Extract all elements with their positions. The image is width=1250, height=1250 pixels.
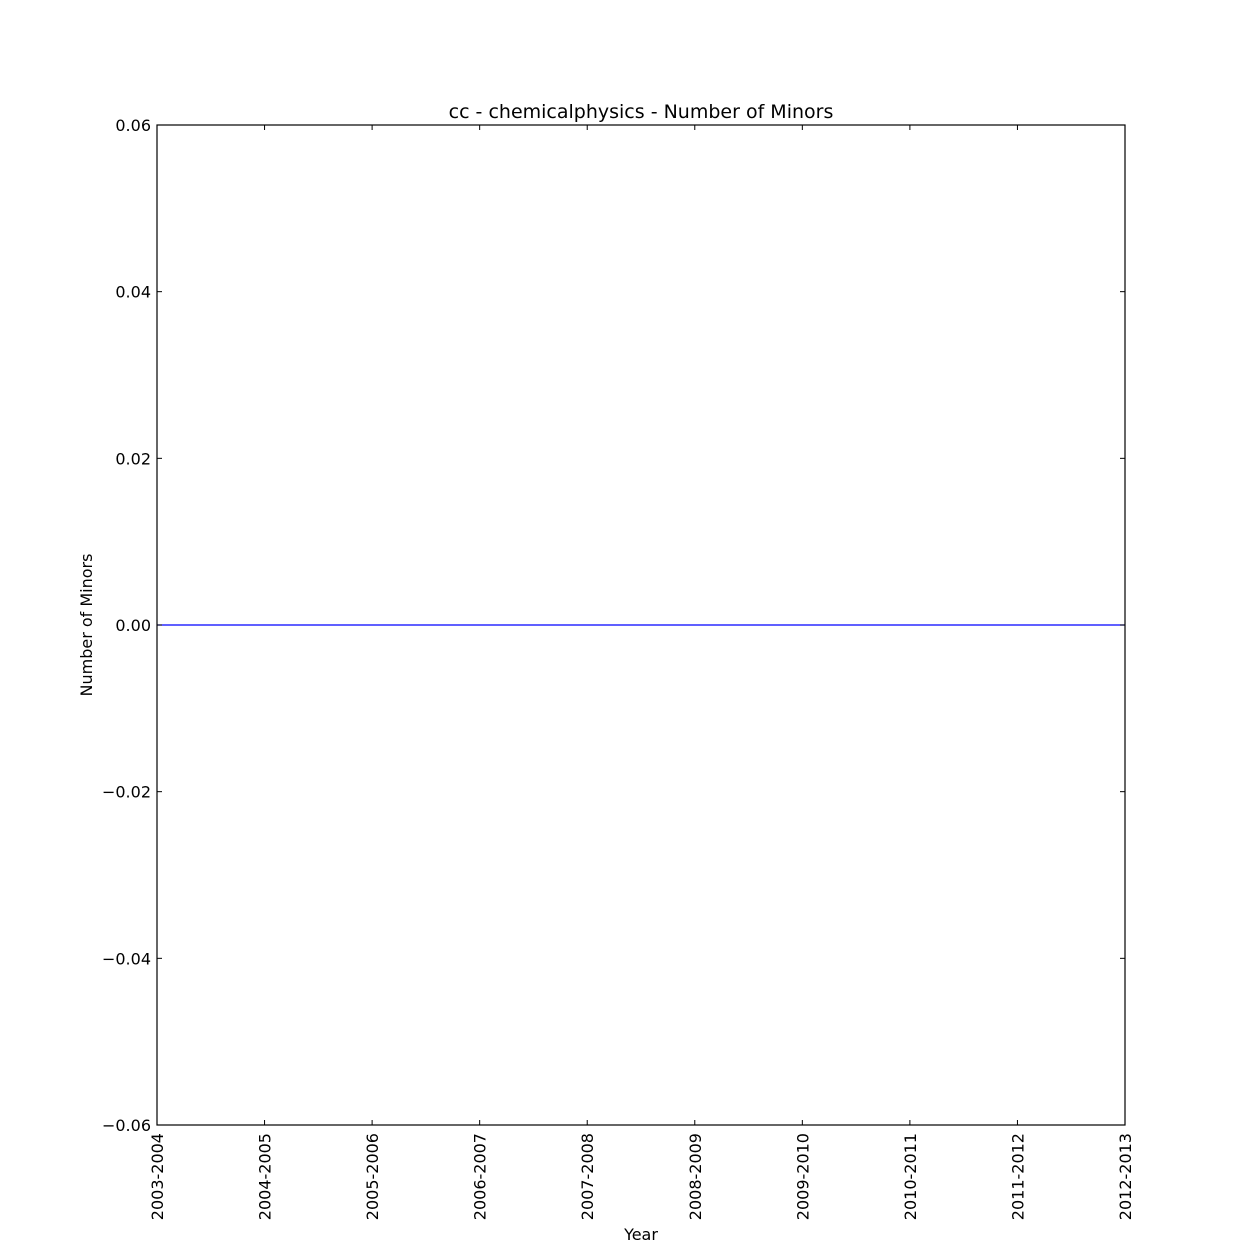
x-tick-label: 2004-2005 [256, 1133, 275, 1220]
y-tick-label: 0.00 [115, 616, 151, 635]
x-tick-label: 2009-2010 [793, 1133, 812, 1220]
x-tick-label: 2010-2011 [901, 1133, 920, 1220]
y-tick-label: 0.02 [115, 449, 151, 468]
y-tick-label: −0.06 [102, 1116, 151, 1135]
x-tick-label: 2008-2009 [686, 1133, 705, 1220]
x-axis-label: Year [623, 1225, 658, 1244]
plot-area: 2003-2004 2004-2005 2005-2006 2006-2007 2007… [102, 116, 1135, 1220]
chart-title: cc - chemicalphysics - Number of Minors [449, 101, 834, 123]
axes-frame [156, 124, 1126, 1126]
x-tick-label: 2011-2012 [1008, 1133, 1027, 1220]
x-tick-label: 2006-2007 [471, 1133, 490, 1220]
x-tick-label: 2005-2006 [363, 1133, 382, 1220]
y-tick-label: 0.04 [115, 283, 151, 302]
y-axis-label: Number of Minors [77, 554, 96, 697]
y-tick-label: 0.06 [115, 116, 151, 135]
x-tick-label: 2003-2004 [148, 1133, 167, 1220]
x-tick-label: 2012-2013 [1116, 1133, 1135, 1220]
y-tick-label: −0.04 [102, 949, 151, 968]
x-tick-label: 2007-2008 [578, 1133, 597, 1220]
y-tick-label: −0.02 [102, 783, 151, 802]
